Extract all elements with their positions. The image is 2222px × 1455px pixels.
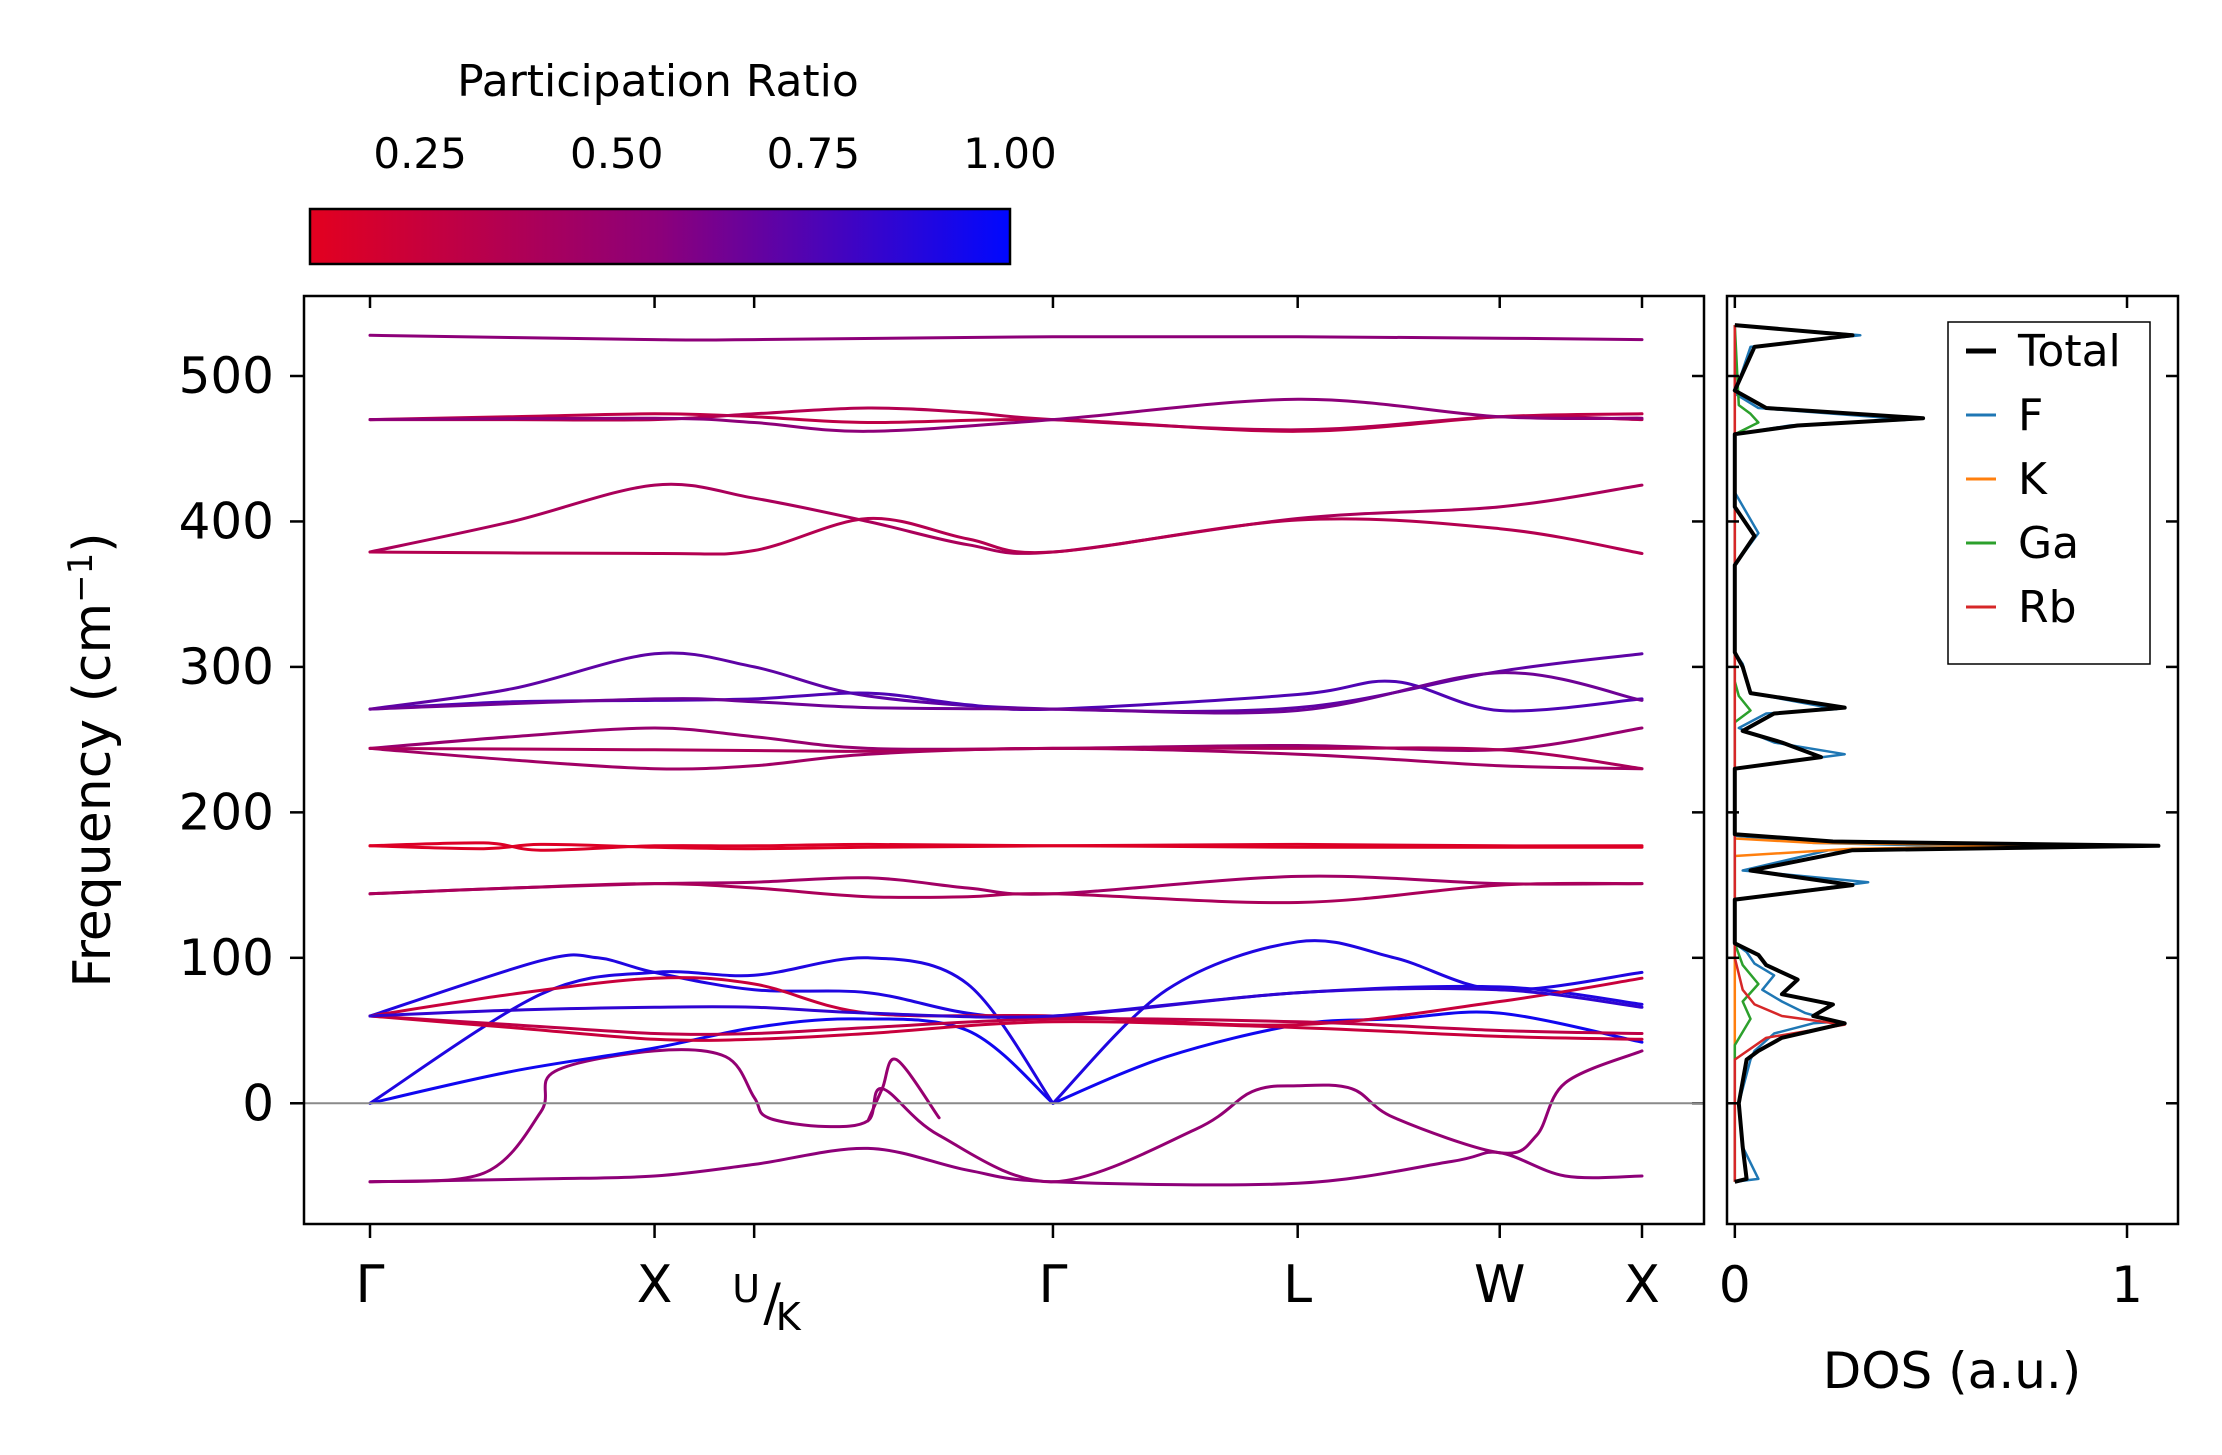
dos-curve-rb [1733,325,1846,1182]
phonon-band-b24 [368,516,1644,556]
band-axis: 500 400 300 200 100 0 Γ X U/K Γ L W X [179,296,1704,1339]
band-structure-panel: 500 400 300 200 100 0 Γ X U/K Γ L W X Frequency (cm−… [61,294,1706,1339]
phonon-band-b2 [368,1048,1644,1184]
y-axis-label-text: Frequency (cm [63,603,123,988]
phonon-band-b22 [368,671,1644,715]
k-point-label-sub: K [776,1295,802,1339]
y-tick-label: 500 [179,347,274,405]
y-tick-label: 400 [179,492,274,550]
band-lines [368,333,1644,1187]
phonon-band-b28 [368,333,1644,342]
y-tick-label: 300 [179,638,274,696]
k-point-label: Γ [356,1255,385,1315]
colorbar-title: Participation Ratio [457,56,859,107]
colorbar: Participation Ratio 0.25 0.50 0.75 1.00 [308,56,1057,266]
phonon-band-b27 [368,397,1644,433]
phonon-band-b19 [368,746,1644,771]
phonon-band-b6 [1051,1010,1644,1105]
phonon-band-b1 [368,1146,1644,1187]
dos-curve-ga [1733,325,1760,1182]
dos-x-tick-label: 1 [2111,1256,2143,1314]
colorbar-tick-label: 1.00 [963,129,1057,178]
k-point-label: X [637,1255,673,1315]
k-point-label: U [732,1267,760,1311]
phonon-band-b10 [368,1014,1644,1036]
y-axis-label: Frequency (cm−1) [61,532,123,987]
k-point-label: X [1624,1255,1660,1315]
phonon-band-b23 [368,482,1644,555]
legend-label-ga: Ga [2018,518,2079,569]
dos-lines [1732,323,2161,1184]
colorbar-tick-label: 0.75 [767,129,861,178]
legend-label-rb: Rb [2018,582,2077,633]
phonon-band-b15 [368,841,1644,852]
legend-label-total: Total [2017,326,2121,377]
phonon-band-b26 [368,406,1644,432]
y-axis-label-unit-exponent: −1 [61,553,101,603]
legend-label-k: K [2018,454,2048,505]
phonon-band-b4 [368,1017,1055,1105]
y-tick-label: 200 [179,783,274,841]
phonon-band-b5 [368,956,1055,1105]
band-frame [302,294,1706,1226]
phonon-band-b12 [368,987,1644,1019]
phonon-band-b16 [368,842,1644,851]
colorbar-tick-label: 0.50 [570,129,664,178]
dos-legend: Total FK Ga Rb [1947,321,2151,665]
y-axis-label-close: ) [63,532,123,552]
dos-x-tick-label: 0 [1719,1256,1751,1314]
dos-frame [1725,294,2180,1226]
colorbar-ticks: 0.25 0.50 0.75 1.00 [373,129,1057,264]
phonon-band-b3 [866,1057,941,1123]
phonon-band-b11 [368,1014,1644,1042]
k-point-label: W [1474,1255,1525,1315]
y-tick-label: 0 [242,1074,274,1132]
k-point-label: L [1283,1255,1312,1315]
colorbar-tick-label: 0.25 [373,129,467,178]
k-point-label: Γ [1038,1255,1067,1315]
k-point-label-separator: / [763,1273,781,1333]
y-tick-label: 100 [179,929,274,987]
dos-curve-total [1732,323,2161,1184]
colorbar-strip [308,207,1012,266]
legend-label-f: F [2018,390,2043,441]
phonon-band-b14 [368,881,1644,905]
dos-x-axis-label: DOS (a.u.) [1823,1342,2082,1400]
